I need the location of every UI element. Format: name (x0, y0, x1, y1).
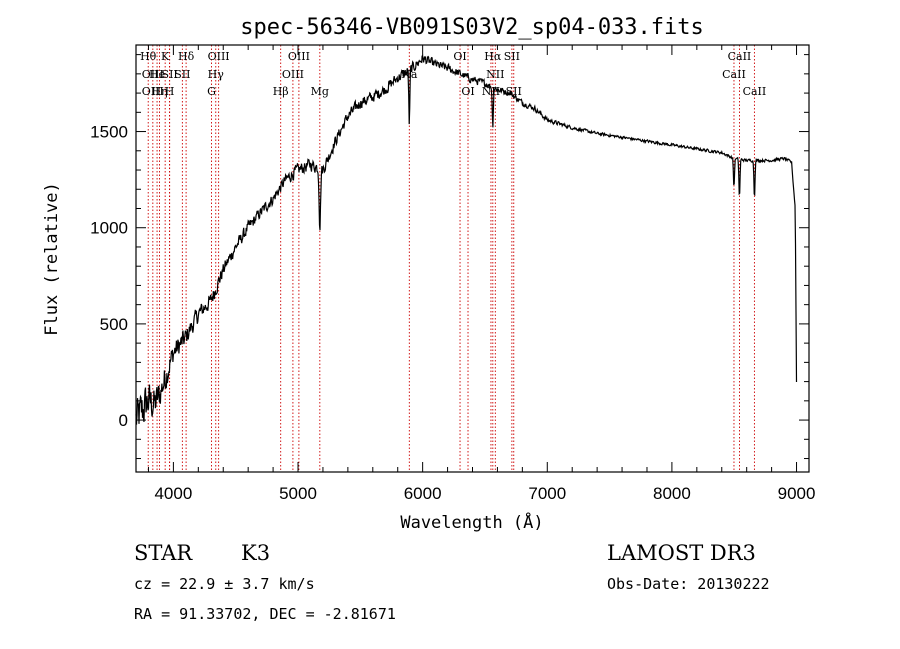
line-label-11: Hγ (208, 68, 225, 81)
line-label-21: Hα (484, 50, 502, 63)
x-tick-label-7000: 7000 (528, 484, 566, 503)
emission-line-labels: HθOIIIOIIIHeHηKHSIIHδSIIGHγOIIIHβOIIIOII… (140, 50, 766, 98)
y-tick-label-0: 0 (119, 411, 128, 430)
y-tick-label-1500: 1500 (90, 123, 128, 142)
line-label-19: OI (461, 85, 474, 98)
emission-line-markers (147, 45, 755, 472)
line-label-23: SII (504, 50, 520, 63)
plot-frame (135, 44, 810, 473)
line-label-22: NII (486, 68, 504, 81)
x-tick-label-8000: 8000 (653, 484, 691, 503)
line-label-6: H (165, 85, 175, 98)
x-tick-label-5000: 5000 (279, 484, 317, 503)
line-label-25: CaII (722, 68, 746, 81)
line-label-15: OIII (288, 50, 310, 63)
line-label-1: OIII (142, 68, 164, 81)
line-label-0: Hθ (140, 50, 157, 63)
line-label-14: OIII (282, 68, 304, 81)
observation-date: Obs-Date: 20130222 (607, 575, 770, 593)
y-tick-label-500: 500 (100, 315, 128, 334)
line-label-18: OI (453, 50, 466, 63)
redshift-readout: cz = 22.9 ± 3.7 km/s (134, 575, 315, 593)
line-label-2: OIII (142, 85, 164, 98)
line-label-4: Hη (151, 85, 167, 98)
object-subclass: K3 (241, 541, 270, 565)
line-label-3: He (149, 68, 165, 81)
x-axis-label: Wavelength (Å) (400, 511, 543, 533)
coordinates-readout: RA = 91.33702, DEC = -2.81671 (134, 605, 396, 623)
line-label-27: CaII (743, 85, 767, 98)
line-label-10: G (207, 85, 216, 98)
spectrum-line (135, 54, 798, 425)
line-label-9: SII (174, 68, 190, 81)
line-label-5: K (161, 50, 170, 63)
x-axis-ticks: 4000 5000 6000 7000 8000 9000 (147, 45, 816, 503)
chart-title: spec-56346-VB091S03V2_sp04-033.fits (240, 15, 704, 40)
y-axis-ticks: 0 500 1000 1500 (90, 54, 809, 460)
line-label-26: CaII (728, 50, 752, 63)
x-tick-label-9000: 9000 (778, 484, 816, 503)
object-class: STAR (134, 541, 193, 565)
y-axis-label: Flux (relative) (42, 182, 62, 336)
line-label-7: SII (162, 68, 178, 81)
line-label-13: Hβ (273, 85, 289, 98)
line-label-16: Mg (311, 85, 329, 98)
x-tick-label-6000: 6000 (404, 484, 442, 503)
y-tick-label-1000: 1000 (90, 219, 128, 238)
line-label-8: Hδ (178, 50, 195, 63)
line-label-12: OIII (208, 50, 230, 63)
survey-name: LAMOST DR3 (607, 541, 756, 565)
x-tick-label-4000: 4000 (154, 484, 192, 503)
